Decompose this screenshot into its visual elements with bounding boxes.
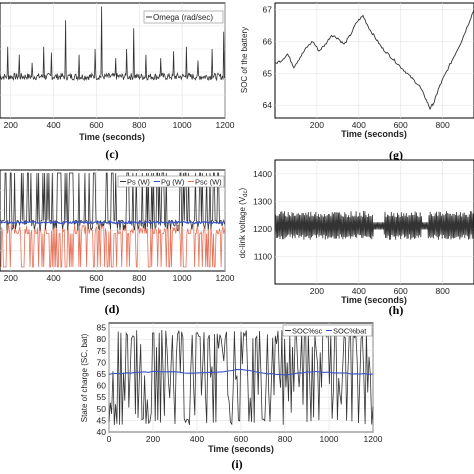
panel-i-x-tick-label: 0 bbox=[107, 434, 112, 444]
panel-c-x-axis-label: Time (seconds) bbox=[79, 132, 145, 142]
panel-i-y-tick-label: 60 bbox=[97, 381, 107, 391]
panel-d-pg-line bbox=[0, 220, 225, 225]
panel-g-grid bbox=[275, 3, 474, 118]
panel-i-legend: SOC%sc SOC%bat bbox=[282, 324, 373, 337]
panel-d-psc-line bbox=[0, 223, 225, 268]
panel-i-x-tick-label: 400 bbox=[190, 434, 204, 444]
panel-h-y-tick-label: 1100 bbox=[254, 251, 273, 261]
panel-i-soc-bat-line bbox=[108, 368, 374, 376]
panel-i-soc-sc-line bbox=[108, 329, 374, 426]
panel-d-x-axis-label: Time (seconds) bbox=[79, 285, 145, 295]
panel-d-x-tick-label: 400 bbox=[46, 273, 60, 283]
panel-h-x-ticks: 200 400 600 800 bbox=[310, 286, 450, 296]
panel-i-x-axis-label: Time (seconds) bbox=[208, 444, 274, 454]
panel-g-x-axis-label: Time (seconds) bbox=[341, 129, 407, 139]
panel-c-x-tick-label: 600 bbox=[89, 120, 103, 130]
panel-h-y-axis-label: dc-link voltage (Vdc) bbox=[238, 187, 249, 258]
panel-h-x-tick-label: 400 bbox=[352, 286, 366, 296]
panel-d-x-tick-label: 1000 bbox=[173, 273, 192, 283]
panel-h-x-tick-label: 200 bbox=[310, 286, 324, 296]
panel-h-caption: (h) bbox=[389, 303, 404, 317]
panel-h-x-tick-label: 800 bbox=[435, 286, 449, 296]
panel-h-y-axis-label-main: dc-link voltage (V bbox=[238, 196, 247, 258]
panel-c-x-ticks: 200 400 600 800 1000 1200 bbox=[4, 120, 235, 130]
panel-g-y-tick-label: 66 bbox=[263, 36, 273, 46]
panel-g-soc-line bbox=[274, 9, 474, 111]
panel-g-caption: (g) bbox=[389, 148, 403, 162]
panel-i-y-tick-label: 75 bbox=[97, 346, 107, 356]
panel-h-y-axis-label-sub: dc bbox=[243, 190, 249, 196]
panel-i-x-tick-label: 800 bbox=[278, 434, 292, 444]
panel-c-x-tick-label: 400 bbox=[46, 120, 60, 130]
panel-c-x-tick-label: 1200 bbox=[216, 120, 235, 130]
panel-i-x-ticks: 0 200 400 600 800 1000 1200 bbox=[107, 434, 383, 444]
panel-i-y-tick-label: 70 bbox=[97, 357, 107, 367]
panel-d-x-tick-label: 200 bbox=[4, 273, 18, 283]
panel-c-grid bbox=[0, 3, 226, 118]
panel-c-omega-line bbox=[0, 6, 226, 82]
panel-d: 200 400 600 800 1000 1200 Ps (W) Pg (W) Psc (… bbox=[0, 169, 235, 316]
panel-d-legend-box bbox=[117, 175, 225, 188]
panel-d-legend-label-pg: Pg (W) bbox=[161, 178, 185, 187]
panel-d-legend-label-ps: Ps (W) bbox=[127, 178, 150, 187]
panel-h-y-tick-label: 1200 bbox=[253, 224, 272, 234]
panel-d-legend: Ps (W) Pg (W) Psc (W) bbox=[117, 175, 225, 188]
panel-d-lines bbox=[0, 172, 225, 268]
panel-g-plot-area bbox=[274, 2, 474, 119]
panel-g-x-tick-label: 800 bbox=[435, 120, 449, 130]
panel-i-y-tick-label: 45 bbox=[97, 415, 107, 425]
panel-g-y-tick-label: 67 bbox=[263, 4, 273, 14]
panel-h-x-axis-label: Time (seconds) bbox=[341, 295, 407, 305]
panel-g-y-axis-label: SOC of the battery bbox=[240, 27, 249, 93]
panel-i-y-axis-label: State of charge (SC, bat) bbox=[80, 333, 89, 422]
panel-c-x-tick-label: 1000 bbox=[173, 120, 192, 130]
panel-g-x-tick-label: 200 bbox=[310, 120, 324, 130]
panel-d-x-tick-label: 1200 bbox=[216, 273, 235, 283]
panel-g-y-ticks: 64 65 66 67 bbox=[263, 4, 273, 110]
panel-d-x-tick-label: 800 bbox=[132, 273, 146, 283]
panel-g: 200 400 600 800 64 65 66 67 SOC of the battery… bbox=[240, 2, 474, 162]
panel-h-x-tick-label: 600 bbox=[394, 286, 408, 296]
panel-h-y-tick-label: 1400 bbox=[253, 169, 272, 179]
panel-i-caption: (i) bbox=[231, 457, 242, 471]
panel-i-x-tick-label: 600 bbox=[234, 434, 248, 444]
panel-i-x-tick-label: 1200 bbox=[364, 434, 383, 444]
panel-h-voltage-line bbox=[274, 210, 474, 240]
panel-i-y-tick-label: 40 bbox=[97, 427, 107, 437]
panel-g-y-tick-label: 64 bbox=[263, 100, 273, 110]
panel-i-y-tick-label: 80 bbox=[97, 334, 107, 344]
panel-i-x-tick-label: 200 bbox=[146, 434, 160, 444]
panel-h-y-axis-label-end: ) bbox=[238, 187, 247, 190]
panel-c-legend-box bbox=[143, 10, 224, 24]
panel-c-legend-label: Omega (rad/sec) bbox=[153, 13, 213, 22]
panel-h: 200 400 600 800 1100 1200 1300 1400 dc-link vo… bbox=[238, 159, 474, 317]
panel-c-x-tick-label: 200 bbox=[4, 120, 18, 130]
panel-c-legend: Omega (rad/sec) bbox=[143, 10, 224, 24]
panel-i-legend-label-bat: SOC%bat bbox=[333, 327, 367, 336]
panel-h-y-tick-label: 1300 bbox=[253, 196, 272, 206]
panel-i-legend-label-sc: SOC%sc bbox=[292, 327, 323, 336]
panel-d-legend-label-psc: Psc (W) bbox=[195, 178, 222, 187]
panel-g-x-tick-label: 400 bbox=[352, 120, 366, 130]
panel-g-x-tick-label: 600 bbox=[394, 120, 408, 130]
panel-i-x-tick-label: 1000 bbox=[320, 434, 339, 444]
panel-i-y-tick-label: 55 bbox=[97, 392, 107, 402]
panel-i-y-tick-label: 65 bbox=[97, 369, 107, 379]
panel-d-x-ticks: 200 400 600 800 1000 1200 bbox=[4, 273, 235, 283]
panel-d-ps-line bbox=[0, 172, 225, 231]
panel-h-y-ticks: 1100 1200 1300 1400 bbox=[253, 169, 272, 262]
panel-g-x-ticks: 200 400 600 800 bbox=[310, 120, 450, 130]
panel-c: 200 400 600 800 1000 1200 Omega (rad/sec) Tim… bbox=[0, 2, 235, 161]
panel-d-x-tick-label: 600 bbox=[89, 273, 103, 283]
panel-i-y-tick-label: 50 bbox=[97, 404, 107, 414]
panel-c-x-tick-label: 800 bbox=[132, 120, 146, 130]
panel-g-y-tick-label: 65 bbox=[263, 68, 273, 78]
panel-d-caption: (d) bbox=[105, 302, 120, 316]
panel-i-y-tick-label: 85 bbox=[97, 323, 107, 333]
panel-c-caption: (c) bbox=[105, 147, 118, 161]
